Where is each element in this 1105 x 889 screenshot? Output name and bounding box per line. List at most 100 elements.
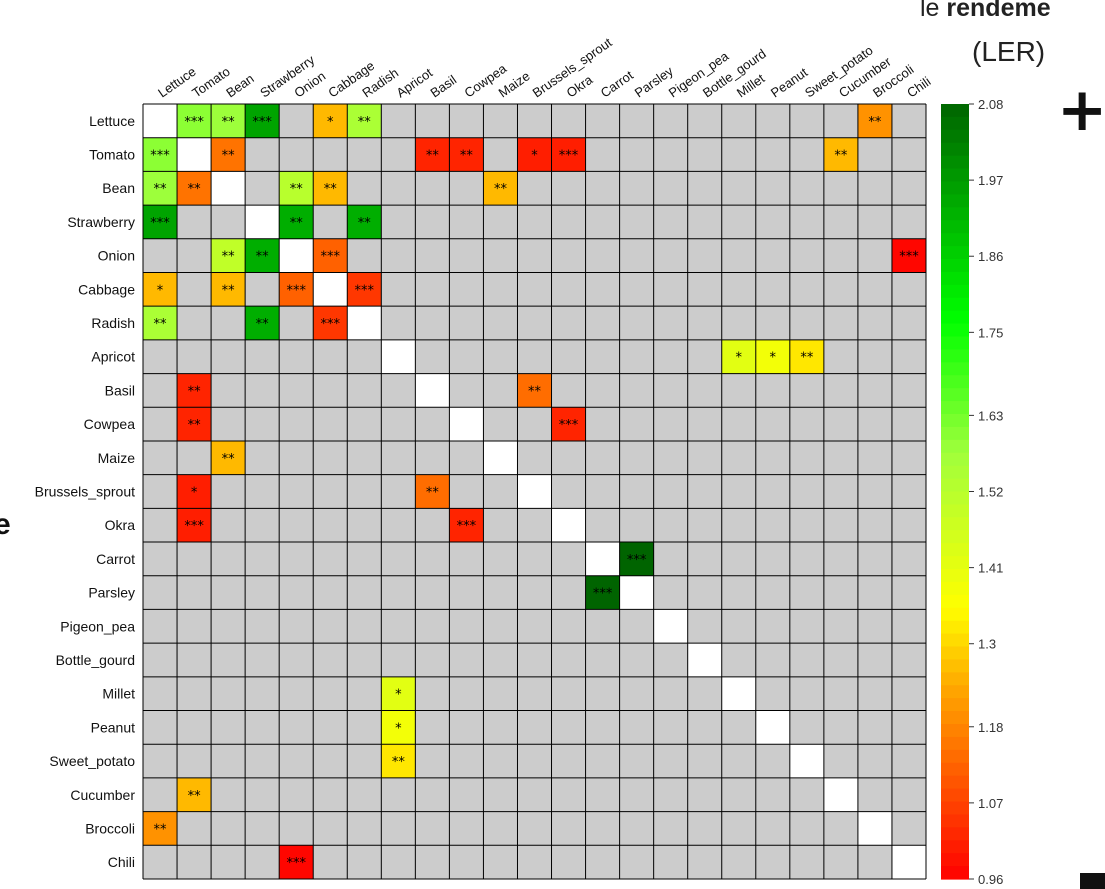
heatmap-cell <box>177 272 212 307</box>
heatmap-cell <box>789 171 824 206</box>
heatmap-cell <box>245 474 280 509</box>
heatmap-cell <box>177 238 212 273</box>
heatmap-cell <box>381 845 416 879</box>
heatmap-cell <box>381 542 416 576</box>
heatmap-cell <box>143 104 178 138</box>
heatmap-cell <box>823 171 858 206</box>
heatmap-cell <box>857 306 892 340</box>
heatmap-cell <box>551 643 586 677</box>
colorbar-swatch <box>941 762 969 777</box>
heatmap-cell <box>653 508 688 543</box>
significance-label: *** <box>184 519 204 534</box>
heatmap-cell <box>653 306 688 340</box>
colorbar-tick-label: 0.96 <box>978 872 1003 887</box>
heatmap-cell <box>517 744 552 778</box>
row-label: Peanut <box>91 719 135 735</box>
heatmap-cell <box>381 710 416 745</box>
significance-label: ** <box>392 755 406 770</box>
heatmap-cell <box>517 508 552 543</box>
heatmap-cell <box>585 609 620 644</box>
heatmap-cell <box>891 710 926 745</box>
heatmap-cell <box>483 508 518 543</box>
heatmap-cell <box>279 710 314 745</box>
heatmap-cell <box>721 104 756 138</box>
heatmap-cell <box>211 542 246 576</box>
heatmap-cell <box>857 407 892 441</box>
row-label: Cowpea <box>84 416 136 432</box>
heatmap-cell <box>177 676 212 711</box>
heatmap-cell <box>211 811 246 846</box>
heatmap-cell <box>381 339 416 374</box>
colorbar-swatch <box>941 401 969 415</box>
colorbar-swatch <box>941 775 969 790</box>
heatmap-cell <box>143 811 178 846</box>
heatmap-cell <box>619 575 654 610</box>
heatmap-cell <box>653 845 688 879</box>
heatmap-cell <box>517 643 552 677</box>
heatmap-cell <box>143 306 178 340</box>
heatmap-cell <box>143 474 178 509</box>
heatmap-cell <box>755 508 790 543</box>
colorbar-swatch <box>941 827 969 841</box>
heatmap-cell <box>177 171 212 206</box>
heatmap-cell <box>755 845 790 879</box>
heatmap-cell <box>857 676 892 711</box>
heatmap-cell <box>517 440 552 475</box>
heatmap-cell <box>517 171 552 206</box>
heatmap-cell <box>619 306 654 340</box>
colorbar-swatch <box>941 581 969 596</box>
heatmap-cell <box>177 710 212 745</box>
heatmap-cell <box>653 373 688 408</box>
heatmap-cell <box>619 373 654 408</box>
significance-label: * <box>191 486 198 501</box>
heatmap-cell <box>279 272 314 307</box>
heatmap-cell <box>823 272 858 307</box>
heatmap-cell <box>823 238 858 273</box>
heatmap-cell <box>721 508 756 543</box>
significance-label: ** <box>528 384 542 399</box>
heatmap-cell <box>891 508 926 543</box>
heatmap-cell <box>585 137 620 172</box>
heatmap-cell <box>449 542 484 576</box>
heatmap-cell <box>211 474 246 509</box>
heatmap-cell <box>143 407 178 441</box>
heatmap-cell <box>857 811 892 846</box>
heatmap-cell <box>721 440 756 475</box>
heatmap-cell <box>653 440 688 475</box>
heatmap-cell <box>789 676 824 711</box>
heatmap-cell <box>177 137 212 172</box>
heatmap-cell <box>381 137 416 172</box>
heatmap-cell <box>823 542 858 576</box>
heatmap-cell <box>211 306 246 340</box>
heatmap-cell <box>857 104 892 138</box>
heatmap-cell <box>211 407 246 441</box>
heatmap-cell <box>347 744 382 778</box>
heatmap-cell <box>755 104 790 138</box>
heatmap-cell <box>483 137 518 172</box>
heatmap-cell <box>653 407 688 441</box>
heatmap-cell <box>245 676 280 711</box>
row-label: Chili <box>108 854 135 870</box>
significance-label: ** <box>222 149 236 164</box>
significance-label: * <box>736 351 743 366</box>
heatmap-cell <box>653 676 688 711</box>
colorbar-swatch <box>941 336 969 351</box>
colorbar-swatch <box>941 659 969 673</box>
heatmap-cell <box>687 575 722 610</box>
heatmap-cell <box>891 306 926 340</box>
colorbar-swatch <box>941 426 969 441</box>
heatmap-cell <box>857 272 892 307</box>
heatmap-cell <box>789 474 824 509</box>
significance-label: ** <box>188 384 202 399</box>
colorbar-swatch <box>941 698 969 712</box>
heatmap-cell <box>823 609 858 644</box>
heatmap-cell <box>313 845 348 879</box>
heatmap-cell <box>245 777 280 812</box>
heatmap-cell <box>551 542 586 576</box>
heatmap-cell <box>755 710 790 745</box>
heatmap-cell <box>721 171 756 206</box>
heatmap-cell <box>789 811 824 846</box>
heatmap-cell <box>245 407 280 441</box>
heatmap-cell <box>687 845 722 879</box>
